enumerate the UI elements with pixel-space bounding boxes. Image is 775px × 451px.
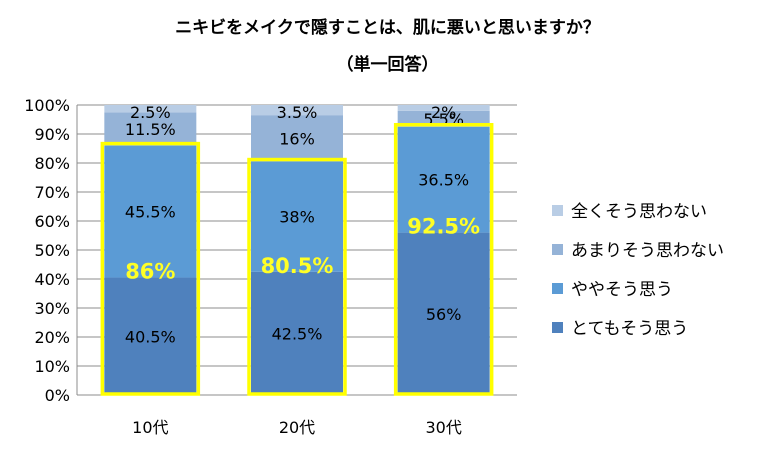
x-tick-label: 10代 <box>132 418 168 437</box>
legend-label: 全くそう思わない <box>571 202 707 222</box>
highlight-outline <box>393 123 494 396</box>
data-label: 2% <box>431 103 456 122</box>
data-label: 42.5% <box>272 324 323 343</box>
data-label: 56% <box>426 305 462 324</box>
legend-label: ややそう思う <box>571 280 673 300</box>
bar-segment <box>104 277 197 395</box>
data-label: 3.5% <box>277 103 318 122</box>
chart-title: ニキビをメイクで隠すことは、肌に悪いと思いますか？ <box>175 18 600 38</box>
legend-swatch <box>552 283 563 294</box>
legend-label: とてもそう思う <box>571 319 688 339</box>
y-tick-label: 20% <box>34 328 70 347</box>
y-tick-label: 90% <box>34 125 70 144</box>
bar-segment <box>104 112 197 146</box>
bar-segment <box>251 271 343 395</box>
highlight-outline <box>247 157 347 396</box>
y-tick-label: 60% <box>34 212 70 231</box>
y-tick-label: 100% <box>24 96 70 115</box>
x-tick-label: 20代 <box>279 418 315 437</box>
bar-segment <box>251 105 343 116</box>
bar-segment <box>104 105 197 113</box>
legend-swatch <box>552 205 563 216</box>
y-tick-label: 50% <box>34 241 70 260</box>
total-label: 80.5% <box>261 254 334 278</box>
legend-swatch <box>552 244 563 255</box>
y-tick-label: 40% <box>34 270 70 289</box>
y-tick-label: 30% <box>34 299 70 318</box>
bar-segment <box>397 110 490 127</box>
data-label: 2.5% <box>130 103 171 122</box>
y-tick-label: 70% <box>34 183 70 202</box>
y-tick-label: 10% <box>34 357 70 376</box>
data-label: 45.5% <box>125 203 176 222</box>
total-label: 92.5% <box>407 215 480 239</box>
y-tick-label: 80% <box>34 154 70 173</box>
y-tick-label: 0% <box>45 386 70 405</box>
data-label: 11.5% <box>125 120 176 139</box>
legend-swatch <box>552 322 563 333</box>
bar-segment <box>251 161 343 272</box>
data-label: 36.5% <box>418 171 469 190</box>
total-label: 86% <box>125 260 175 284</box>
legend-label: あまりそう思わない <box>571 241 724 261</box>
bar-segment <box>397 126 490 233</box>
chart-subtitle: （単一回答） <box>336 55 439 75</box>
bar-segment <box>397 232 490 395</box>
bar-segment <box>251 115 343 162</box>
bar-segment <box>397 105 490 111</box>
highlight-outline <box>100 141 201 396</box>
data-label: 40.5% <box>125 327 176 346</box>
x-tick-label: 30代 <box>425 418 461 437</box>
bar-segment <box>104 145 197 278</box>
data-label: 38% <box>279 208 315 227</box>
data-label: 16% <box>279 129 315 148</box>
